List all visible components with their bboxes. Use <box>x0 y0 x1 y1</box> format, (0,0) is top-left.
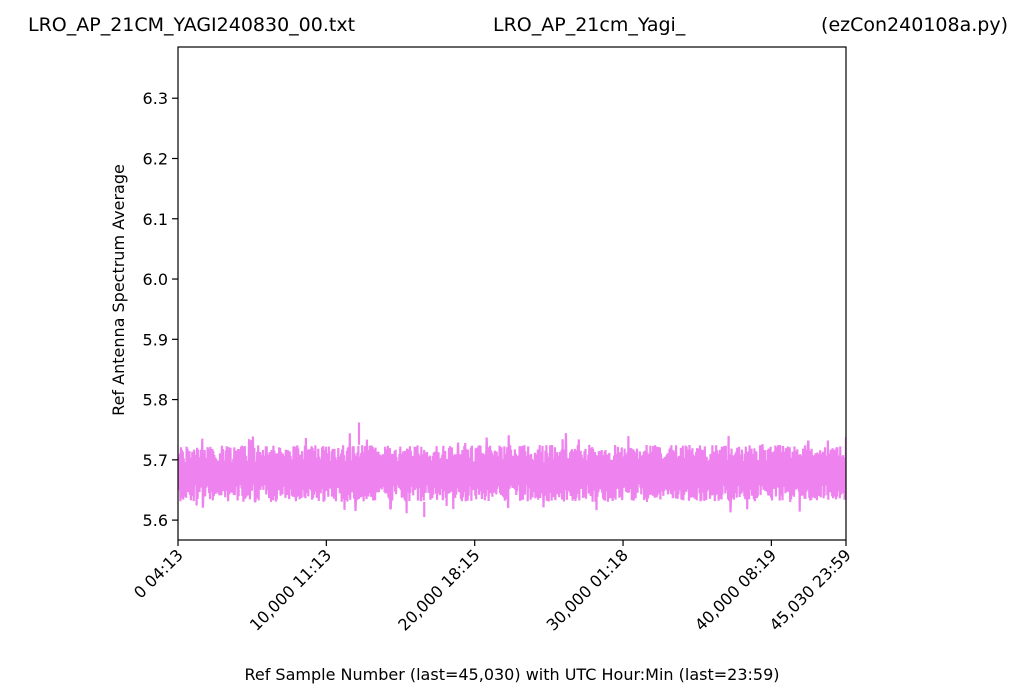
y-tick-label: 6.0 <box>143 270 168 289</box>
x-axis-label: Ref Sample Number (last=45,030) with UTC… <box>244 665 779 684</box>
plot-area <box>177 46 847 541</box>
x-tick-label: 30,000 01:18 <box>543 545 632 634</box>
y-tick-label: 5.9 <box>143 330 168 349</box>
y-tick-label: 5.8 <box>143 391 168 410</box>
y-axis-label: Ref Antenna Spectrum Average <box>109 164 128 416</box>
y-tick-label: 5.6 <box>143 511 168 530</box>
chart-title-center: LRO_AP_21cm_Yagi_ <box>493 14 686 36</box>
chart-title-left: LRO_AP_21CM_YAGI240830_00.txt <box>28 14 355 36</box>
y-tick-label: 6.1 <box>143 210 168 229</box>
plot-frame <box>177 46 847 541</box>
y-tick-label: 6.2 <box>143 149 168 168</box>
x-tick-label: 10,000 11:13 <box>246 545 335 634</box>
axis-ticks: 5.6 5.7 5.8 5.9 6.0 6.1 6.2 6.3 0 04:13 10,000 11… <box>130 89 855 634</box>
series-line <box>178 433 846 514</box>
y-tick-label: 5.7 <box>143 451 168 470</box>
y-tick-label: 6.3 <box>143 89 168 108</box>
chart-title-right: (ezCon240108a.py) <box>821 14 1008 36</box>
x-tick-label: 20,000 18:15 <box>394 545 483 634</box>
x-tick-label: 0 04:13 <box>130 545 187 602</box>
